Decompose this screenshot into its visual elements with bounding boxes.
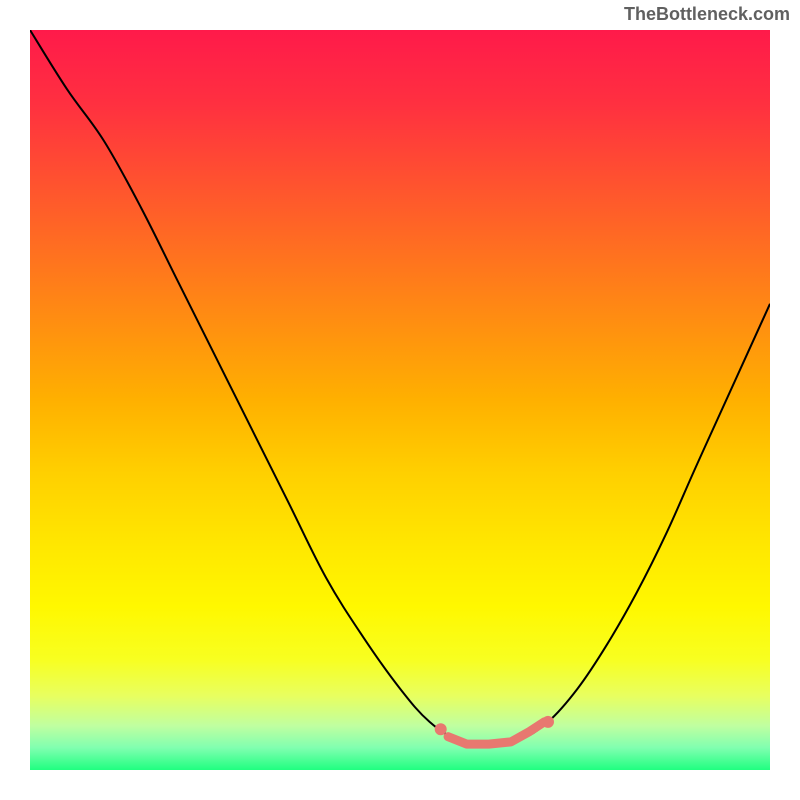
highlight-segment [435,716,554,744]
curve-overlay [30,30,770,770]
bottleneck-curve [30,30,770,744]
watermark-text: TheBottleneck.com [624,4,790,25]
chart-area [30,30,770,770]
